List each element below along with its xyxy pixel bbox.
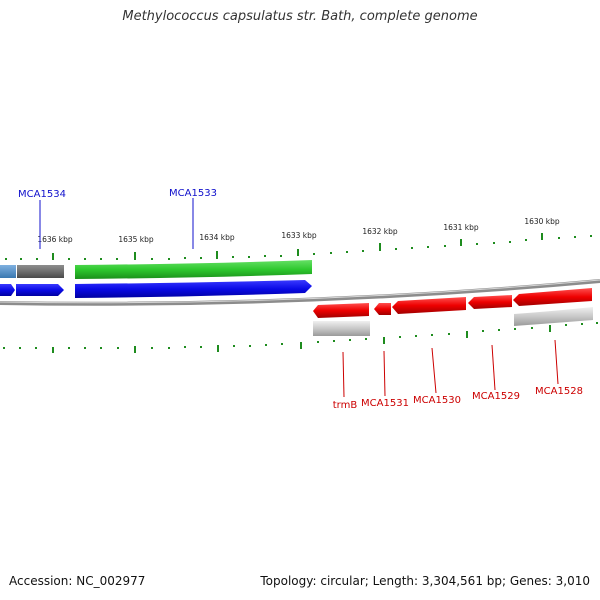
ruler-label: 1632 kbp	[362, 227, 398, 236]
gene-arrow-mca1531[interactable]	[374, 303, 391, 315]
pseudogene-feature[interactable]	[17, 265, 64, 278]
gene-arrow-mca1530[interactable]	[392, 297, 466, 314]
ruler-label: 1635 kbp	[118, 235, 154, 244]
leader-line-trmb	[342, 351, 345, 398]
ruler-lower	[3, 322, 598, 353]
pseudogene-feature[interactable]	[514, 307, 593, 326]
pseudogene-feature[interactable]	[313, 321, 370, 336]
ruler-label: 1631 kbp	[443, 223, 479, 232]
genome-backbone	[0, 279, 600, 306]
leader-line-mca1531	[383, 350, 386, 397]
ruler-upper	[5, 233, 592, 260]
ruler-label: 1636 kbp	[37, 235, 73, 244]
gene-label-mca1534[interactable]: MCA1534	[18, 189, 66, 200]
gene-arrow-mca1528[interactable]	[513, 288, 592, 306]
leader-line-mca1530	[431, 347, 437, 394]
gene-label-mca1529[interactable]: MCA1529	[472, 391, 520, 402]
leader-line-mca1529	[491, 344, 496, 391]
leader-line-mca1528	[554, 339, 559, 385]
gene-label-mca1528[interactable]: MCA1528	[535, 386, 583, 397]
accession-label: Accession: NC_002977	[9, 574, 146, 588]
gene-arrow-mca1534[interactable]	[16, 284, 64, 296]
gene-label-mca1531[interactable]: MCA1531	[361, 398, 409, 409]
gene-arrow-mca1533[interactable]	[75, 280, 312, 298]
gene-feature-steel[interactable]	[0, 265, 16, 278]
ruler-label: 1634 kbp	[199, 233, 235, 242]
gene-label-mca1530[interactable]: MCA1530	[413, 395, 461, 406]
gene-arrow-plus[interactable]	[0, 284, 15, 296]
gene-label-trmb[interactable]: trmB	[333, 400, 358, 411]
gene-arrow-mca1529[interactable]	[468, 295, 512, 309]
gene-arrow-trmb[interactable]	[313, 303, 369, 318]
ruler-label: 1633 kbp	[281, 231, 317, 240]
ruler-labels: 1636 kbp 1635 kbp 1634 kbp 1633 kbp 1632…	[37, 217, 560, 244]
rna-feature-green[interactable]	[75, 260, 312, 279]
genome-backbone-highlight	[0, 279, 600, 304]
topology-label: Topology: circular; Length: 3,304,561 bp…	[260, 574, 590, 588]
ruler-label: 1630 kbp	[524, 217, 560, 226]
page-title: Methylococcus capsulatus str. Bath, comp…	[122, 9, 478, 24]
gene-label-mca1533[interactable]: MCA1533	[169, 188, 217, 199]
